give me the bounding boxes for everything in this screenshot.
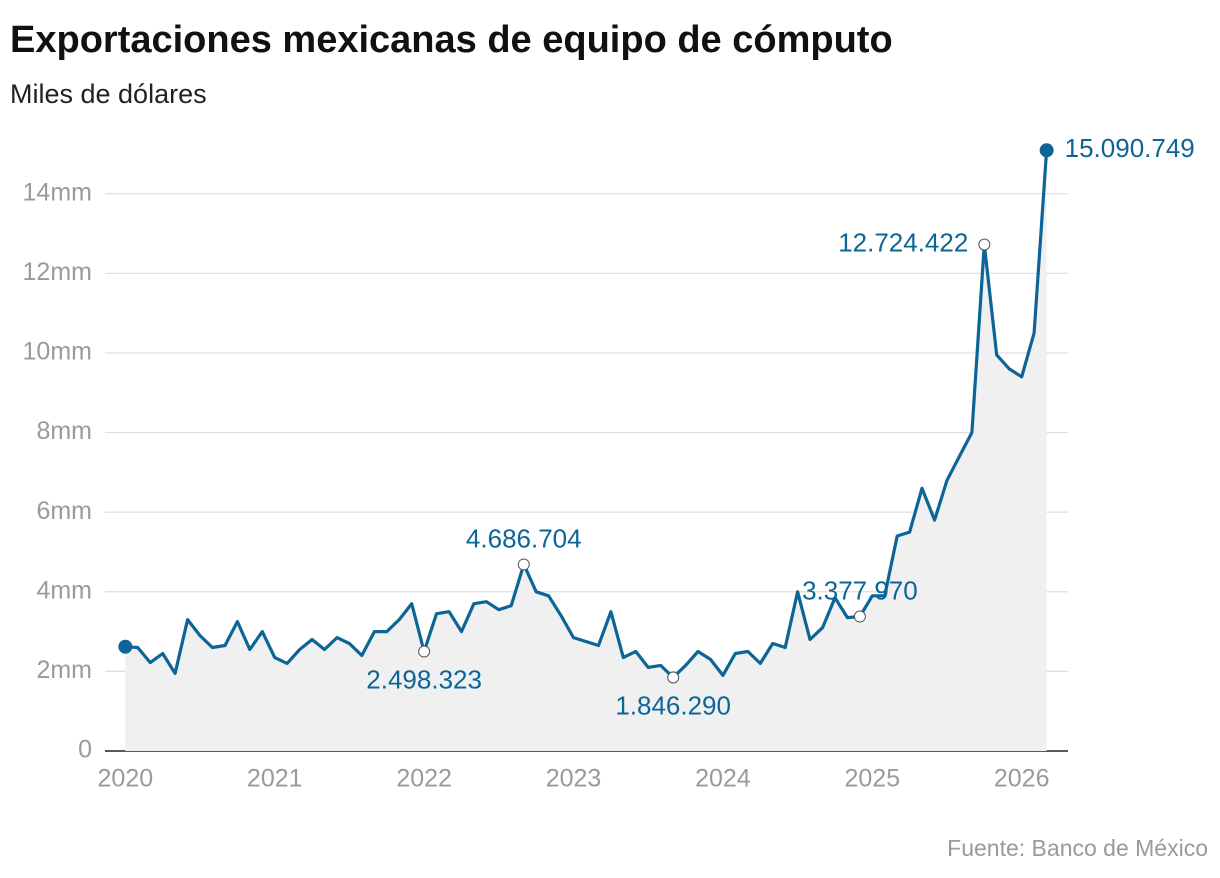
point [1039,143,1054,158]
x-tick-label: 2025 [844,765,900,793]
data-label: 1.846.290 [615,690,731,720]
y-tick-label: 8mm [36,417,92,445]
chart-subtitle: Miles de dólares [10,79,207,109]
source: Fuente: Banco de México [947,835,1208,861]
point [118,639,133,654]
chart-title: Exportaciones mexicanas de equipo de cóm… [10,19,893,61]
point [418,645,431,658]
x-tick-label: 2024 [695,765,751,793]
y-tick-label: 12mm [23,258,92,286]
data-label: 2.498.323 [366,664,482,694]
data-label: 15.090.749 [1065,133,1195,163]
x-tick-label: 2020 [98,765,154,793]
x-tick-label: 2026 [994,765,1050,793]
y-tick-label: 10mm [23,338,92,366]
y-tick-label: 14mm [23,178,92,206]
y-tick-label: 2mm [36,656,92,684]
x-tick-label: 2022 [396,765,452,793]
data-label: 12.724.422 [838,227,968,257]
point [853,610,866,623]
y-tick-label: 4mm [36,576,92,604]
data-label: 3.377.970 [802,575,918,605]
x-tick-label: 2021 [247,765,303,793]
point [517,558,530,571]
point [667,671,680,684]
data-label: 4.686.704 [466,523,582,553]
line [125,150,1049,680]
y-tick-label: 6mm [36,497,92,525]
x-tick-label: 2023 [546,765,602,793]
area [125,150,1047,752]
point [978,238,991,251]
y-tick-label: 0 [78,736,92,764]
